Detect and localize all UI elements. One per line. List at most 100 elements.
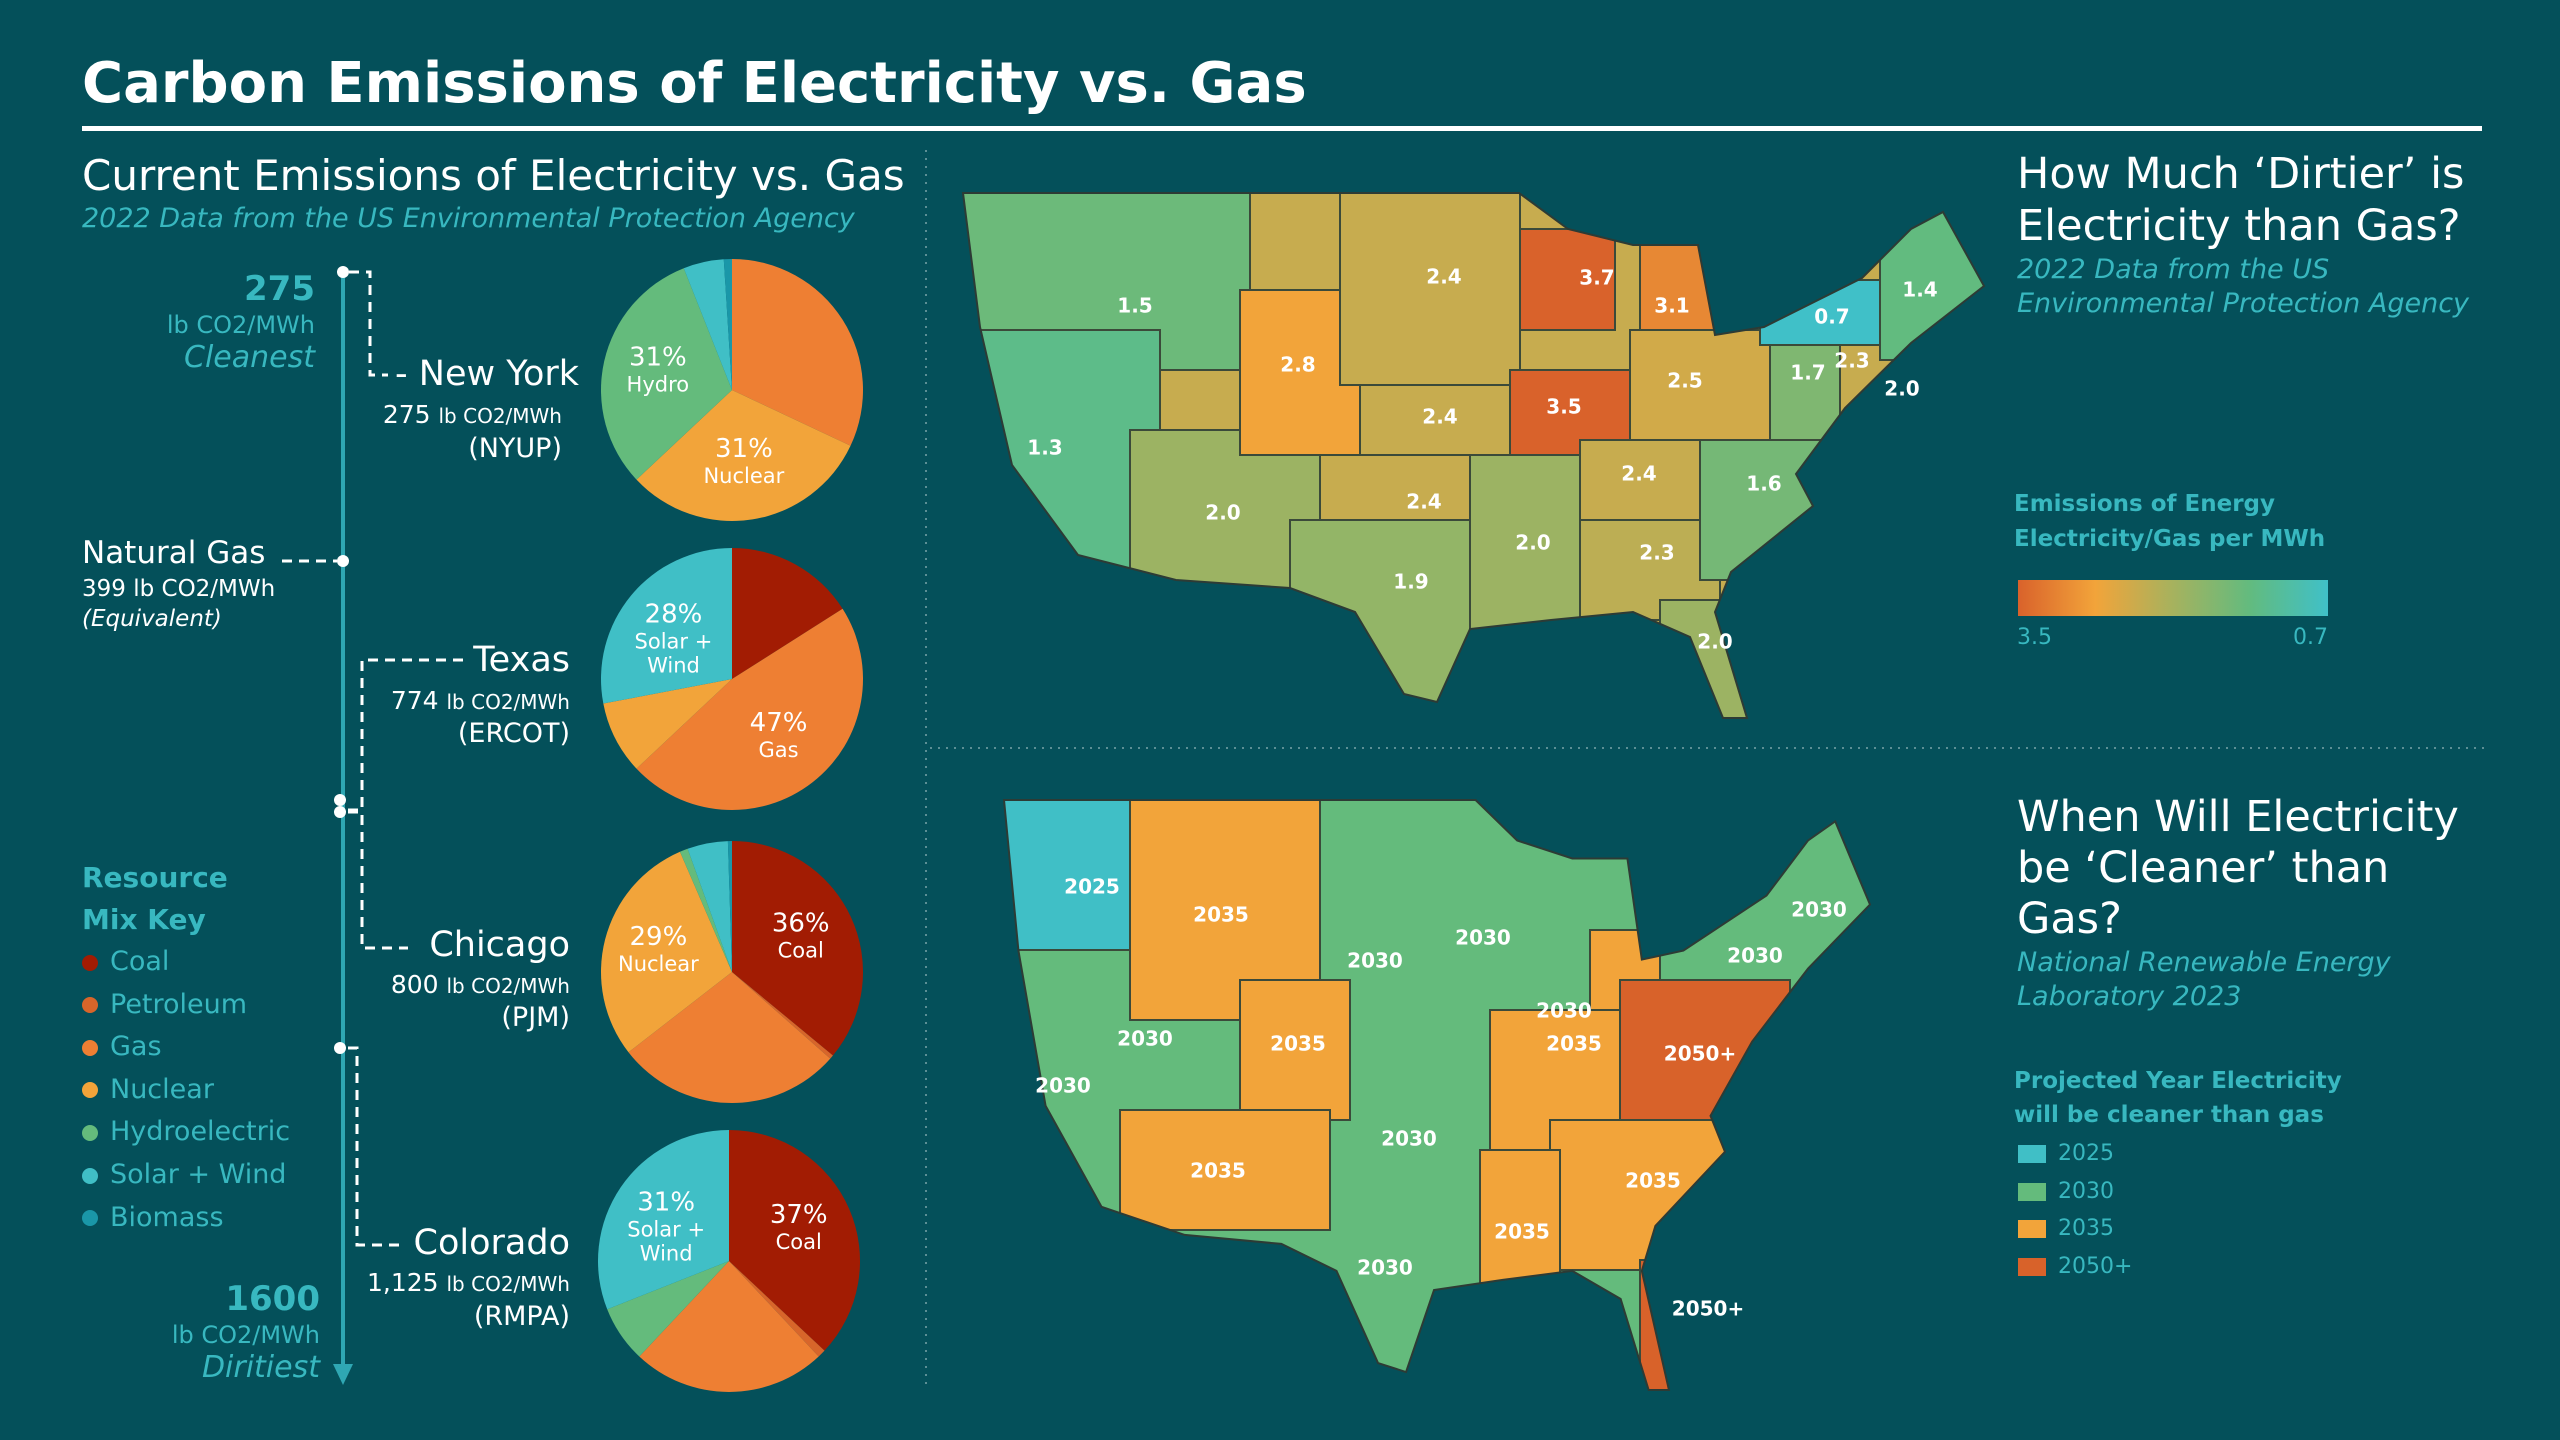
map1-region-label: 2.0 [1884, 377, 1919, 401]
key-dot-icon [82, 1039, 98, 1056]
emission-value: 774 [390, 686, 439, 715]
pie-resource-label: Solar + [627, 1217, 705, 1241]
key-item: Nuclear [82, 1076, 214, 1103]
map1-region [1769, 339, 1841, 441]
map2-region-label: 2050+ [1664, 1042, 1736, 1066]
pie-slice-solar-wind [687, 841, 732, 972]
key-item-label: Solar + Wind [110, 1159, 287, 1190]
map2-region-label: 2035 [1625, 1169, 1681, 1193]
region-name: New York [418, 354, 580, 394]
region-ny-code: (NYUP) [468, 433, 562, 464]
legend-swatch [2018, 1257, 2046, 1276]
pie-resource-label: Wind [640, 1241, 693, 1265]
key-dot-icon [82, 1167, 98, 1184]
map1-legend-title-2: Electricity/Gas per MWh [2014, 526, 2326, 552]
left-subtitle: 2022 Data from the US Environmental Prot… [82, 203, 855, 234]
map1-region [1289, 519, 1481, 718]
legend-label: 2025 [2058, 1141, 2114, 1166]
map2-region-label: 2030 [1727, 944, 1783, 968]
scale-top-value: 275 [244, 269, 315, 309]
key-item: Biomass [82, 1204, 224, 1231]
map2-region [1639, 1259, 1761, 1390]
pie-slice-solar-wind [601, 548, 732, 704]
pie-resource-label: Nuclear [618, 952, 699, 976]
map2-legend-item: 2050+ [2018, 1255, 2132, 1278]
map1-region-label: 2.4 [1422, 405, 1457, 429]
map1-region-label: 2.4 [1406, 490, 1441, 514]
map2-title-2: be ‘Cleaner’ than [2017, 843, 2390, 893]
emission-value: 800 [390, 970, 439, 999]
map1-region-label: 2.0 [1205, 501, 1240, 525]
axis-marker-dot [334, 806, 346, 818]
map2-region [1479, 1149, 1561, 1291]
region-chicago-name: Chicago [429, 925, 570, 965]
emission-value: 275 [382, 400, 431, 429]
pie-slice-gas [639, 1261, 819, 1392]
emission-unit: lb CO2/MWh [446, 974, 571, 998]
map1-region-label: 2.5 [1667, 369, 1702, 393]
pie-resource-label: Wind [647, 654, 700, 678]
map2-region-label: 2030 [1536, 999, 1592, 1023]
map2-region-label: 2035 [1270, 1032, 1326, 1056]
map2-region-label: 2035 [1494, 1220, 1550, 1244]
key-item: Coal [82, 948, 169, 975]
pie-percent-label: 37% [770, 1200, 828, 1230]
pie-resource-label: Solar + [635, 630, 713, 654]
scale-top-unit: lb CO2/MWh [166, 311, 315, 339]
region-chicago-emissions: 800 lb CO2/MWh [391, 972, 570, 997]
map1-region-label: 1.9 [1393, 570, 1428, 594]
map2-legend-item: 2035 [2018, 1218, 2114, 1240]
map2-region-label: 2030 [1035, 1074, 1091, 1098]
key-item-label: Petroleum [110, 988, 248, 1020]
region-tx-name: Texas [473, 640, 570, 680]
map2-region-label: 2030 [1117, 1027, 1173, 1051]
map1-region [1359, 384, 1511, 456]
pie-slice-petroleum [732, 972, 833, 1059]
pie-percent-label: 28% [645, 600, 703, 630]
pie-percent-label: 29% [630, 922, 688, 952]
pie-resource-label: Nuclear [703, 464, 784, 488]
colorado-connector [348, 1046, 405, 1247]
pie-slice-hydroelectric [607, 1261, 729, 1357]
key-item: Petroleum [82, 991, 247, 1018]
map2-region-label: 2025 [1064, 875, 1120, 899]
map1-outline [961, 192, 1986, 719]
pie-slice-coal [729, 1130, 860, 1351]
map1-title-2: Electricity than Gas? [2017, 201, 2461, 251]
pie-percent-label: 31% [637, 1187, 695, 1217]
pie-slice-petroleum [729, 1261, 825, 1357]
key-dot-icon [82, 997, 98, 1014]
map2-region-label: 2035 [1546, 1032, 1602, 1056]
key-item-label: Coal [110, 946, 170, 977]
pie-colorado: 37%Coal 31%Solar +Wind [597, 1130, 860, 1392]
emission-unit: lb CO2/MWh [446, 1272, 571, 1296]
title-underline [82, 126, 2482, 131]
pie-slice-hydroelectric [601, 268, 732, 480]
map1-region [1579, 439, 1701, 521]
pie-chicago: 36%Coal 29%Nuclear [601, 841, 864, 1103]
map1-region-label: 2.0 [1515, 531, 1550, 555]
map1-region-label: 1.3 [1027, 436, 1062, 460]
map1-region [1659, 599, 1761, 718]
legend-swatch [2018, 1220, 2046, 1238]
pie-slice-nuclear [636, 390, 851, 521]
key-item: Solar + Wind [82, 1161, 286, 1188]
pie-slice-biomass [727, 841, 732, 972]
map2-subtitle-1: National Renewable Energy [2017, 947, 2391, 978]
map1-region [1699, 439, 1831, 581]
map2-title-3: Gas? [2017, 894, 2122, 944]
map2-region-label: 2050+ [1672, 1297, 1744, 1321]
map2-legend-item: 2025 [2018, 1143, 2114, 1165]
legend-label: 2035 [2058, 1216, 2114, 1241]
map1-region-label: 1.6 [1746, 472, 1781, 496]
pie-percent-label: 31% [715, 434, 773, 464]
pie-texas: 47%Gas 28%Solar +Wind [601, 548, 863, 810]
region-colorado-emissions: 1,125 lb CO2/MWh [367, 1270, 570, 1295]
pie-resource-label: Hydro [627, 372, 690, 396]
key-title-1: Resource [82, 861, 228, 894]
axis-marker-dot [337, 266, 349, 278]
map1-region-label: 2.4 [1426, 265, 1461, 289]
page-title: Carbon Emissions of Electricity vs. Gas [82, 51, 1307, 116]
texas-connector [348, 658, 465, 812]
map2-region-label: 2035 [1190, 1159, 1246, 1183]
